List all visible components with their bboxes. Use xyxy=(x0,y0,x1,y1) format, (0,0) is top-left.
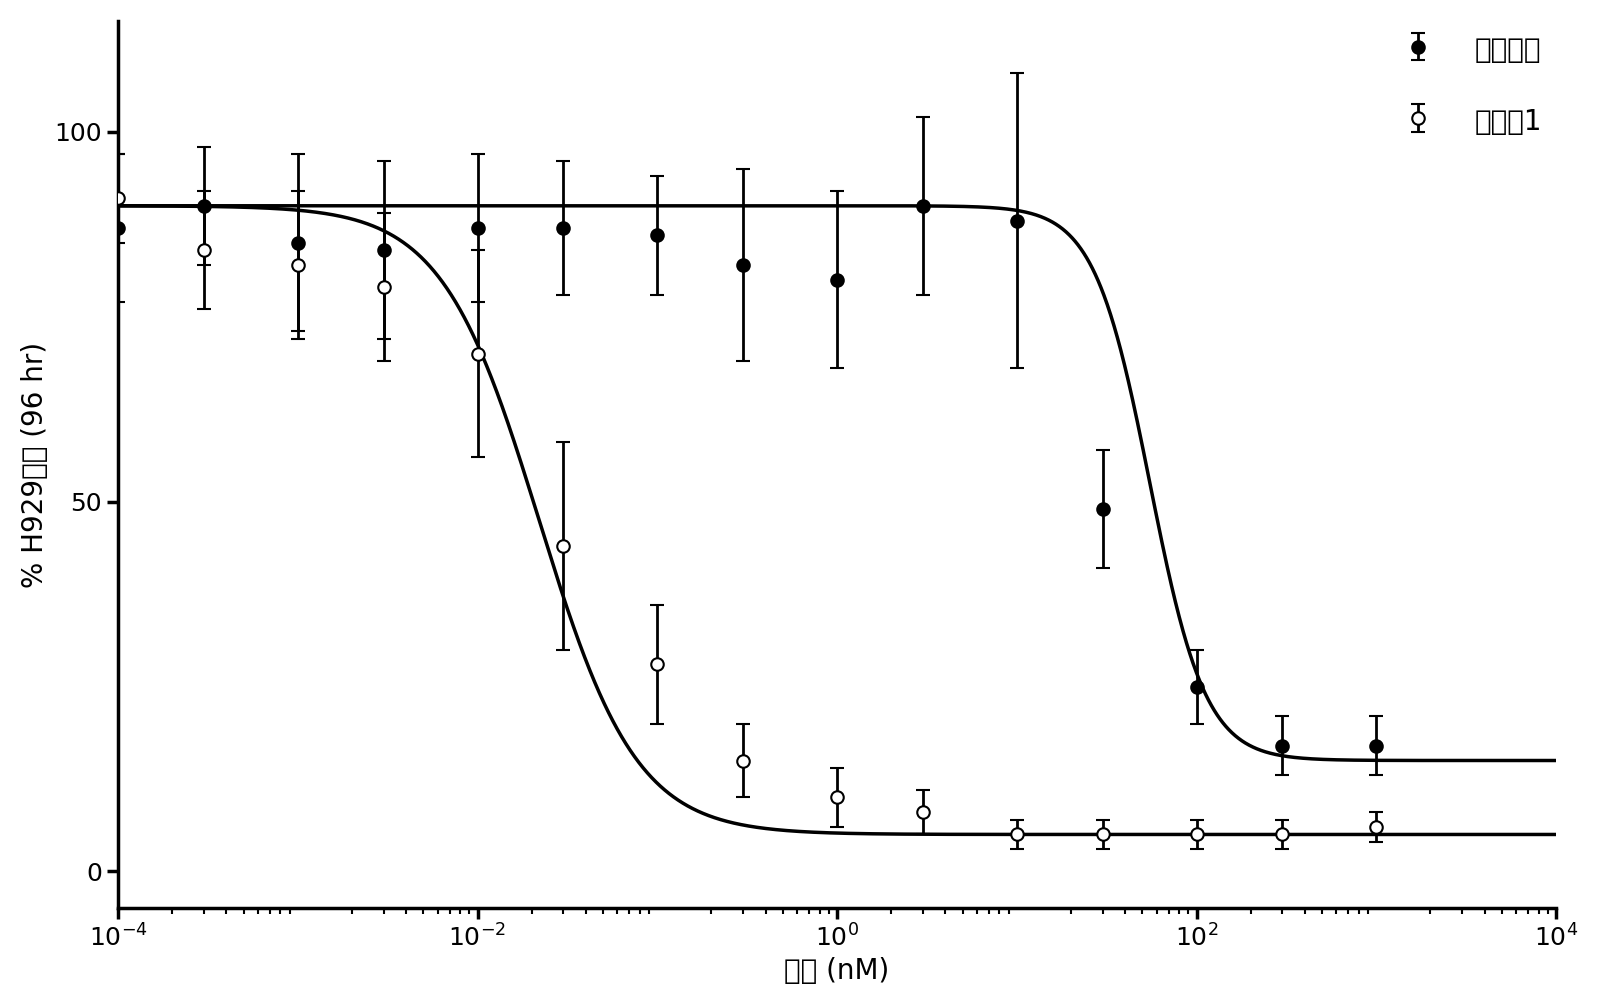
Y-axis label: % H929活力 (96 hr): % H929活力 (96 hr) xyxy=(21,342,50,588)
X-axis label: 浓度 (nM): 浓度 (nM) xyxy=(785,957,889,985)
Legend: 泊马度胺, 化合物1: 泊马度胺, 化合物1 xyxy=(1383,35,1541,136)
